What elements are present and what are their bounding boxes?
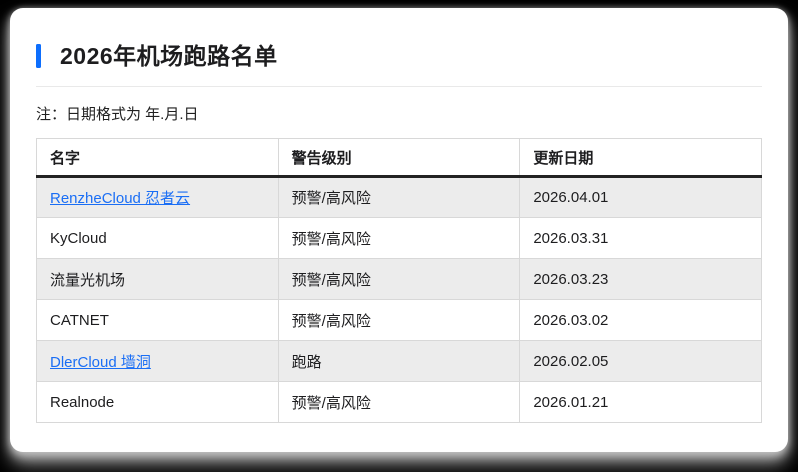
table-row: Realnode 预警/高风险 2026.01.21 bbox=[36, 381, 762, 423]
cell-update-date: 2026.03.31 bbox=[519, 217, 762, 259]
table-row: RenzheCloud 忍者云 预警/高风险 2026.04.01 bbox=[36, 176, 762, 218]
table-row: KyCloud 预警/高风险 2026.03.31 bbox=[36, 217, 762, 259]
cell-warning-level: 预警/高风险 bbox=[277, 176, 521, 218]
title-divider bbox=[36, 86, 762, 87]
cell-provider-name: KyCloud bbox=[36, 217, 279, 259]
runway-table: 名字 警告级别 更新日期 RenzheCloud 忍者云 预警/高风险 2026.0… bbox=[36, 138, 762, 423]
table-body: RenzheCloud 忍者云 预警/高风险 2026.04.01 KyCloud 预警… bbox=[36, 176, 762, 423]
provider-name: Realnode bbox=[50, 393, 115, 411]
page-title: 2026年机场跑路名单 bbox=[60, 43, 278, 69]
provider-link[interactable]: DlerCloud 墙洞 bbox=[50, 353, 151, 371]
provider-name: 流量光机场 bbox=[50, 271, 126, 289]
table-row: DlerCloud 墙洞 跑路 2026.02.05 bbox=[36, 340, 762, 382]
cell-warning-level: 预警/高风险 bbox=[277, 217, 521, 259]
cell-warning-level: 跑路 bbox=[277, 340, 521, 382]
page-title-row: 2026年机场跑路名单 bbox=[36, 42, 762, 70]
cell-provider-name: DlerCloud 墙洞 bbox=[36, 340, 279, 382]
cell-provider-name: 流量光机场 bbox=[36, 258, 279, 300]
provider-name: CATNET bbox=[50, 311, 109, 329]
title-accent-bar bbox=[36, 44, 41, 68]
table-row: CATNET 预警/高风险 2026.03.02 bbox=[36, 299, 762, 341]
cell-update-date: 2026.02.05 bbox=[519, 340, 762, 382]
cell-provider-name: CATNET bbox=[36, 299, 279, 341]
cell-warning-level: 预警/高风险 bbox=[277, 258, 521, 300]
cell-update-date: 2026.04.01 bbox=[519, 176, 762, 218]
cell-update-date: 2026.03.02 bbox=[519, 299, 762, 341]
cell-warning-level: 预警/高风险 bbox=[277, 381, 521, 423]
provider-name: KyCloud bbox=[50, 229, 107, 247]
cell-update-date: 2026.03.23 bbox=[519, 258, 762, 300]
cell-provider-name: Realnode bbox=[36, 381, 279, 423]
date-format-note: 注：日期格式为 年.月.日 bbox=[36, 106, 199, 123]
cell-provider-name: RenzheCloud 忍者云 bbox=[36, 176, 279, 218]
cell-warning-level: 预警/高风险 bbox=[277, 299, 521, 341]
column-header-update-date: 更新日期 bbox=[519, 138, 762, 178]
content-card: 2026年机场跑路名单 注：日期格式为 年.月.日 名字 警告级别 更新日期 R… bbox=[10, 8, 788, 452]
cell-update-date: 2026.01.21 bbox=[519, 381, 762, 423]
column-header-name: 名字 bbox=[36, 138, 279, 178]
column-header-warning-level: 警告级别 bbox=[277, 138, 521, 178]
table-row: 流量光机场 预警/高风险 2026.03.23 bbox=[36, 258, 762, 300]
provider-link[interactable]: RenzheCloud 忍者云 bbox=[50, 190, 191, 207]
table-header-row: 名字 警告级别 更新日期 bbox=[36, 138, 762, 178]
